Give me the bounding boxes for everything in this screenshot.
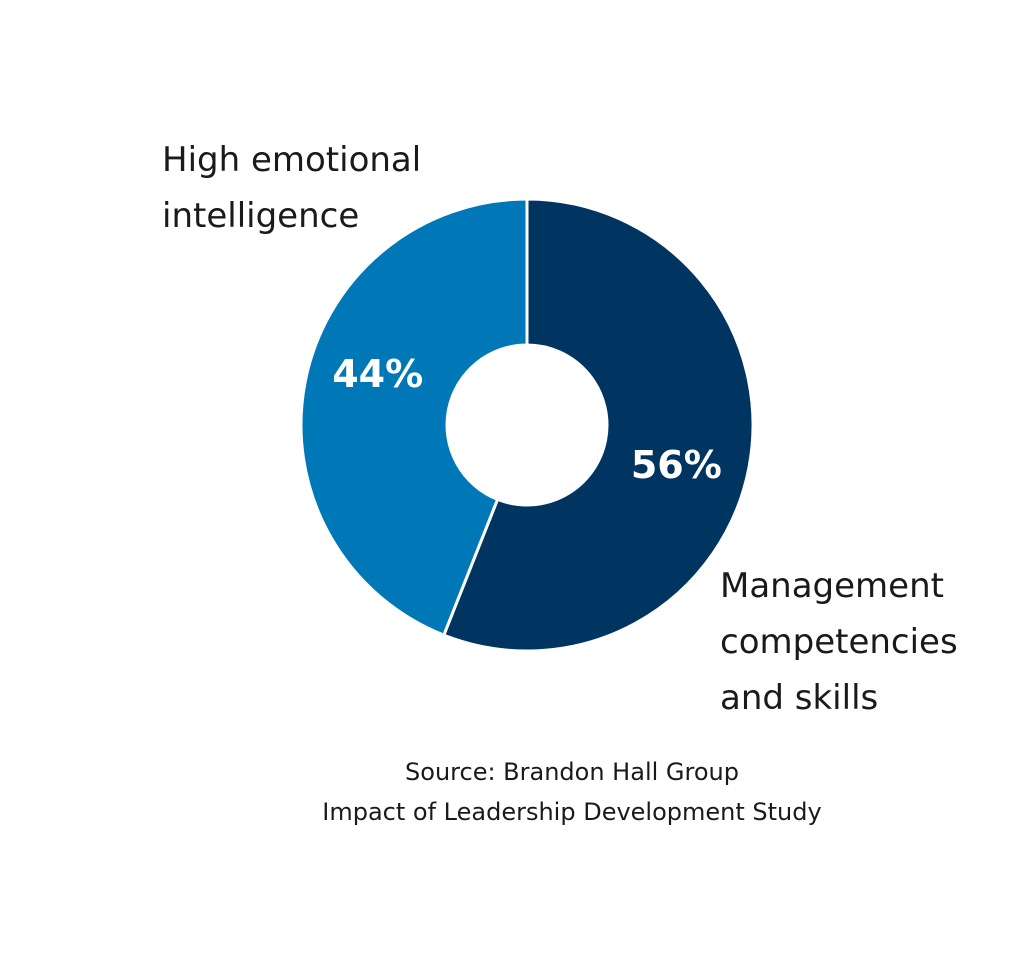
source-line: Impact of Leadership Development Study (322, 798, 822, 826)
value-label: 44% (332, 352, 423, 396)
value-label: 56% (631, 443, 722, 487)
donut-slice (299, 197, 529, 638)
donut-slice (441, 197, 755, 653)
source-line: Source: Brandon Hall Group (405, 758, 739, 786)
category-label: High emotional intelligence (162, 140, 422, 236)
category-label: Management competencies and skills (720, 566, 958, 718)
